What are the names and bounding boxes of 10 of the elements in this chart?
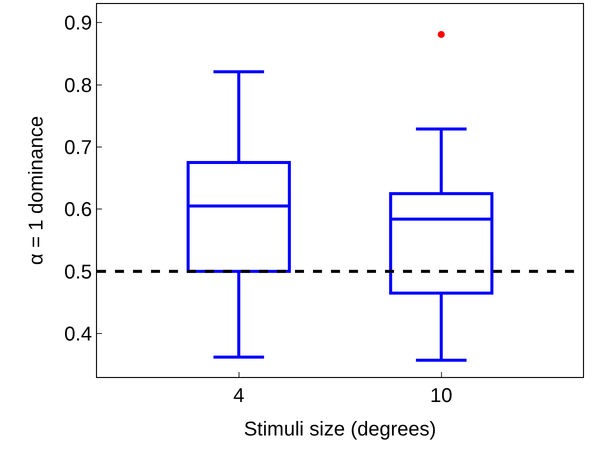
y-tick-label: 0.7 <box>64 136 92 159</box>
x-tick-label: 10 <box>430 385 452 407</box>
y-tick-label: 0.9 <box>64 12 92 35</box>
y-tick-label: 0.8 <box>64 74 92 97</box>
y-tick-label: 0.5 <box>64 261 92 284</box>
y-tick-label: 0.4 <box>64 323 92 346</box>
x-axis-title: Stimuli size (degrees) <box>244 418 436 440</box>
x-tick-label: 4 <box>233 385 244 407</box>
y-tick-label: 0.6 <box>64 199 92 222</box>
y-axis-title: α = 1 dominance <box>26 116 48 265</box>
